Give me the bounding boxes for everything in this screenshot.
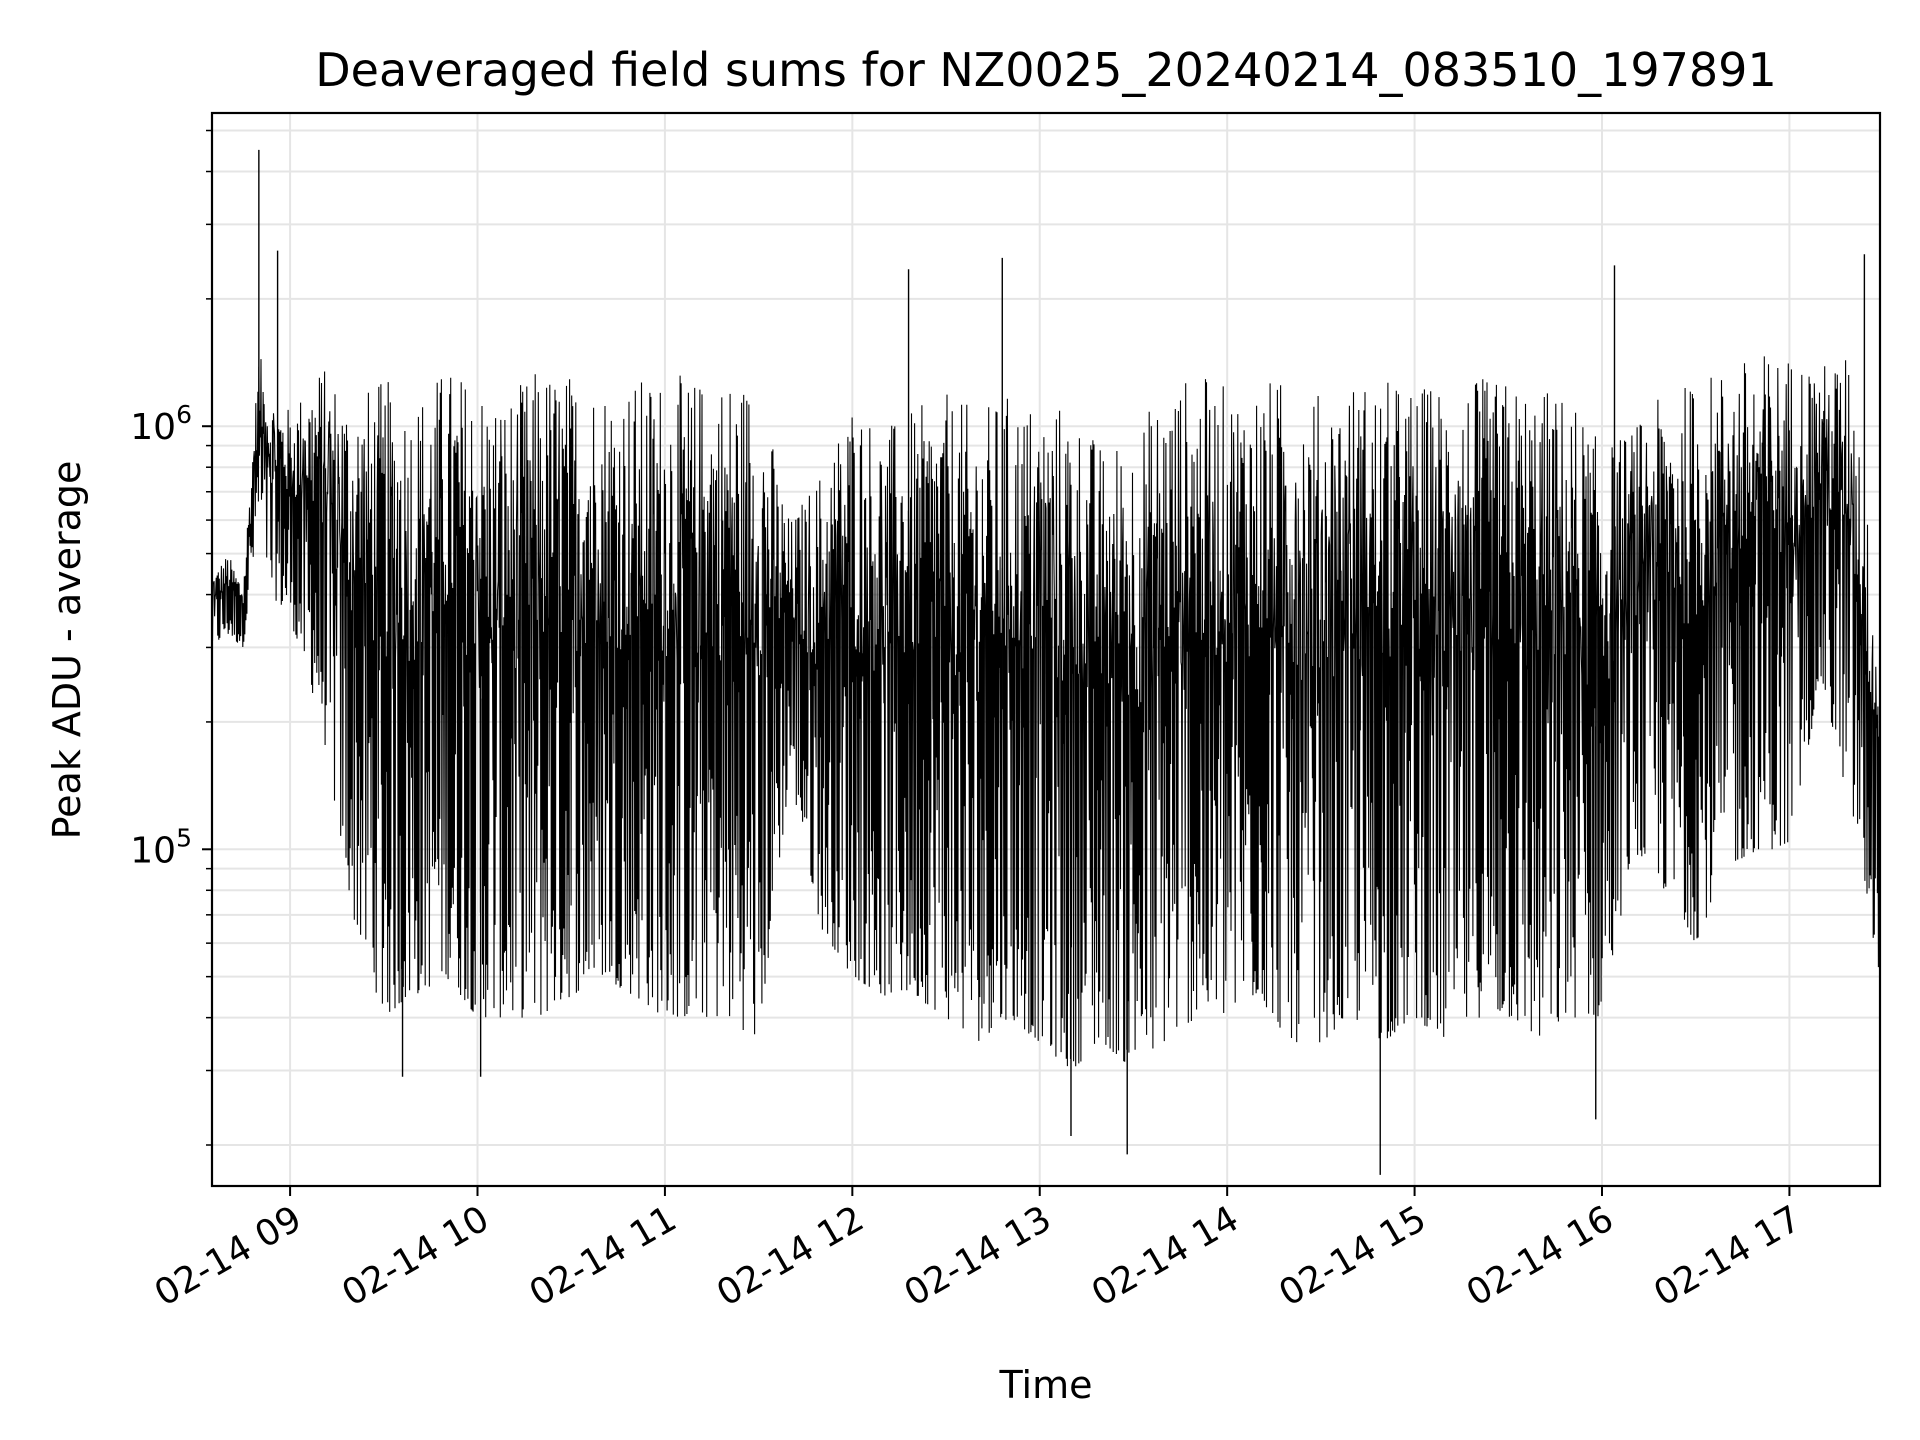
- series-line: [211, 149, 1881, 1175]
- x-axis-label: Time: [999, 1363, 1093, 1407]
- chart-title: Deaveraged field sums for NZ0025_2024021…: [315, 43, 1776, 97]
- y-axis-label: Peak ADU - average: [45, 461, 89, 840]
- y-axis-ticks: 105 106: [130, 129, 212, 1146]
- y-tick-label: 105: [130, 823, 192, 871]
- y-tick-label: 106: [130, 400, 192, 448]
- series-trace: [211, 356, 1881, 1067]
- plot-frame: [210, 111, 1882, 1188]
